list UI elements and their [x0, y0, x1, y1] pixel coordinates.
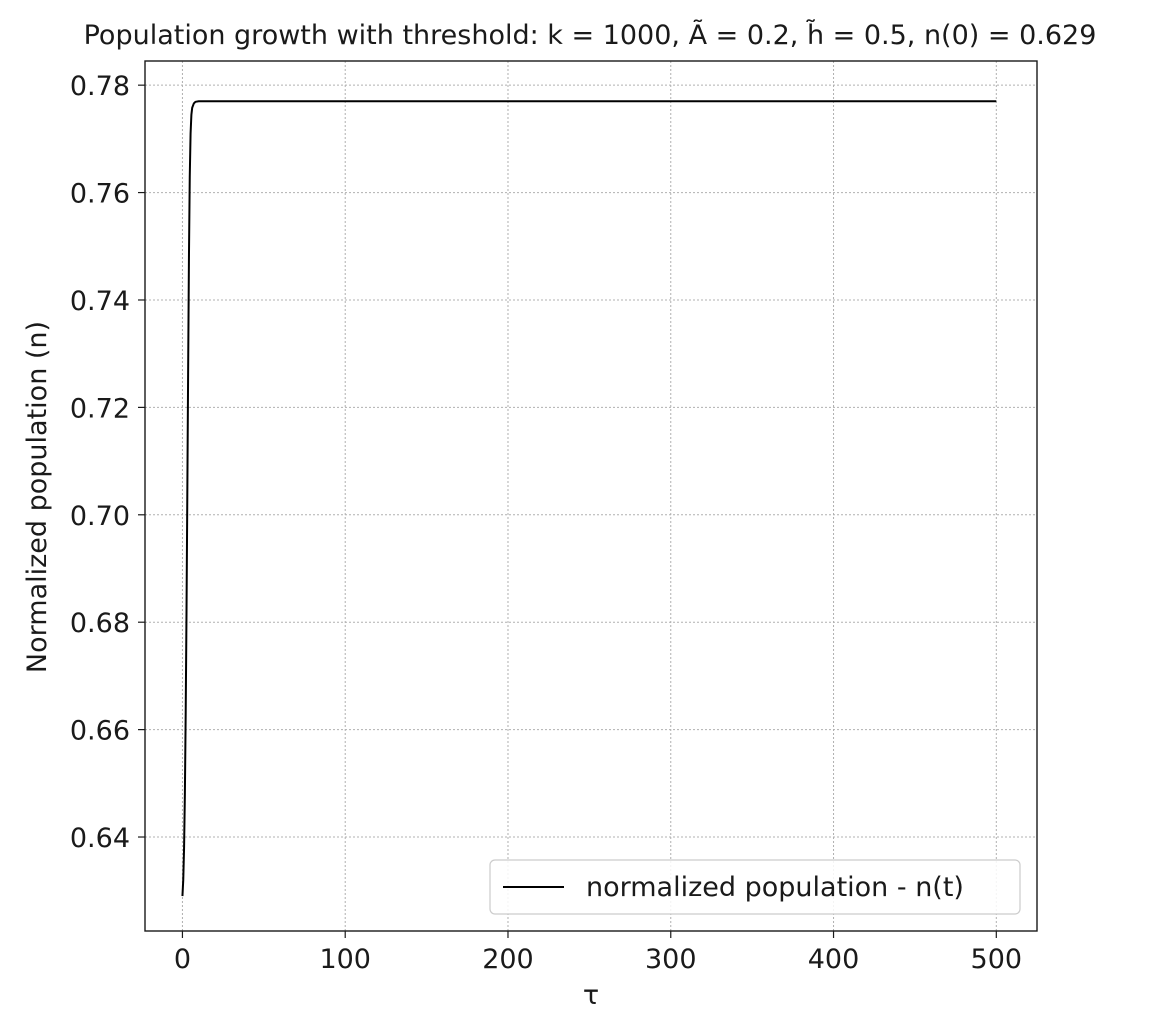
plot-area	[144, 60, 1038, 932]
chart-title: Population growth with threshold: k = 10…	[84, 19, 1097, 51]
y-tick-label: 0.66	[70, 716, 130, 747]
x-tick-label: 300	[645, 944, 697, 975]
y-tick-label: 0.72	[70, 393, 130, 424]
y-axis: 0.64 0.66 0.68 0.70 0.72 0.74 0.76 0.78	[70, 71, 145, 854]
y-tick-label: 0.76	[70, 179, 130, 210]
grid	[145, 61, 1037, 931]
x-tick-label: 200	[482, 944, 534, 975]
y-axis-label: Normalized population (n)	[22, 321, 53, 673]
x-tick-label: 0	[174, 944, 191, 975]
y-tick-label: 0.78	[70, 71, 130, 102]
legend-label: normalized population - n(t)	[586, 872, 964, 903]
y-tick-label: 0.74	[70, 286, 130, 317]
y-tick-label: 0.70	[70, 501, 130, 532]
x-axis: 0 100 200 300 400 500	[174, 931, 1022, 975]
x-tick-label: 400	[808, 944, 860, 975]
series-layer	[181, 100, 997, 897]
x-tick-label: 100	[319, 944, 371, 975]
y-tick-label: 0.68	[70, 608, 130, 639]
x-axis-label: τ	[583, 980, 599, 1011]
x-tick-label: 500	[971, 944, 1023, 975]
y-tick-label: 0.64	[70, 823, 130, 854]
legend-box	[489, 859, 1021, 915]
legend: normalized population - n(t)	[489, 859, 1021, 915]
series-line	[181, 100, 997, 897]
